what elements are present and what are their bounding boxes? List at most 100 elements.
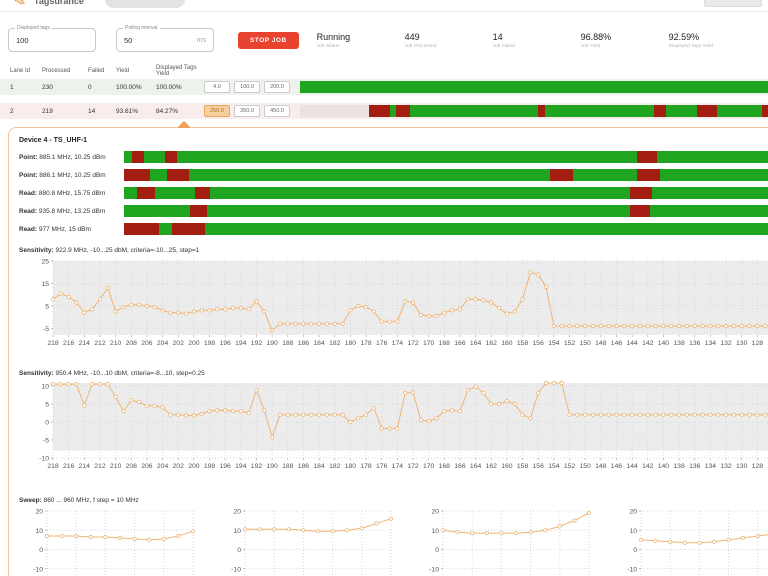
svg-text:-10: -10 xyxy=(33,566,43,573)
bar-segment-pass xyxy=(205,223,768,235)
bar-segment-pass xyxy=(716,105,763,117)
power-button[interactable]: 450.0 xyxy=(264,105,290,117)
svg-text:176: 176 xyxy=(376,463,388,470)
svg-text:146: 146 xyxy=(611,340,623,347)
svg-text:218: 218 xyxy=(47,463,59,470)
svg-text:15: 15 xyxy=(41,281,49,288)
stat-label: Job Processed xyxy=(404,43,437,49)
column-header: Lane Id xyxy=(10,68,31,74)
bar-segment-fail xyxy=(131,151,145,163)
bar-segment-pass xyxy=(651,187,768,199)
svg-text:194: 194 xyxy=(235,463,247,470)
svg-text:186: 186 xyxy=(298,463,310,470)
svg-text:180: 180 xyxy=(345,463,357,470)
bar-segment-fail xyxy=(166,169,190,181)
bar-segment-pass xyxy=(177,151,637,163)
svg-text:132: 132 xyxy=(720,340,732,347)
bar-segment-fail xyxy=(636,169,660,181)
bar-segment-fail xyxy=(124,223,160,235)
lanes-table-header: Lane Id Processed Failed Yield Displayed Tag… xyxy=(0,65,768,77)
svg-text:138: 138 xyxy=(673,463,685,470)
sweep-1-chart: 86088090092094096020100-10-20 xyxy=(33,509,196,576)
processed-cell: 219 xyxy=(42,107,53,115)
svg-text:178: 178 xyxy=(360,463,372,470)
svg-text:210: 210 xyxy=(110,463,122,470)
stop-job-button[interactable]: STOP JOB xyxy=(238,31,299,49)
svg-text:206: 206 xyxy=(141,463,153,470)
column-header: Displayed Tags Yield xyxy=(156,65,197,77)
lane-row[interactable]: 2 219 14 93.61% 84.27% 250.0 350.0 450.0 xyxy=(0,103,768,119)
svg-text:154: 154 xyxy=(548,463,560,470)
svg-text:214: 214 xyxy=(79,463,91,470)
bar-segment-fail xyxy=(653,105,666,117)
svg-text:154: 154 xyxy=(548,340,560,347)
svg-text:10: 10 xyxy=(41,383,49,390)
svg-text:212: 212 xyxy=(94,340,106,347)
bar-segment-fail xyxy=(195,187,211,199)
svg-text:146: 146 xyxy=(611,463,623,470)
sweep-4-chart: 86088090092094096020100-10-20 xyxy=(627,509,768,576)
displayed-tags-input[interactable] xyxy=(16,35,88,45)
svg-text:206: 206 xyxy=(141,340,153,347)
svg-text:188: 188 xyxy=(282,340,294,347)
failed-cell: 14 xyxy=(88,107,96,115)
svg-text:176: 176 xyxy=(376,340,388,347)
bar-segment-pass xyxy=(649,205,768,217)
svg-text:-5: -5 xyxy=(43,326,49,333)
svg-text:162: 162 xyxy=(486,463,498,470)
stat-value: Running xyxy=(316,31,351,42)
svg-text:174: 174 xyxy=(392,340,404,347)
svg-text:0: 0 xyxy=(39,547,43,554)
sweep-chart-box: 86088090092094096020100-10-20 xyxy=(419,508,592,576)
svg-text:174: 174 xyxy=(392,463,404,470)
job-stat: 14 Job Failed xyxy=(493,32,581,49)
stat-value: 96.88% xyxy=(580,31,612,42)
polling-interval-input[interactable] xyxy=(124,35,197,45)
svg-text:182: 182 xyxy=(329,463,341,470)
bar-segment-fail xyxy=(137,187,155,199)
displayed-tags-field[interactable]: Displayed tags xyxy=(8,25,96,52)
app-logo-icon: ✎ xyxy=(11,0,28,11)
device-test-row: Read: 977 MHz, 15 dBm xyxy=(19,223,768,235)
bar-segment-pass xyxy=(545,105,654,117)
topbar-pill-button[interactable] xyxy=(105,0,185,8)
popover-caret-icon xyxy=(177,121,191,128)
svg-text:182: 182 xyxy=(329,340,341,347)
svg-text:166: 166 xyxy=(454,340,466,347)
svg-text:10: 10 xyxy=(629,528,637,535)
displayed-tags-label: Displayed tags xyxy=(15,25,52,31)
svg-text:140: 140 xyxy=(658,340,670,347)
topbar-right-button[interactable] xyxy=(704,0,762,7)
svg-text:190: 190 xyxy=(266,463,278,470)
lane-id-cell: 1 xyxy=(10,83,14,91)
svg-text:130: 130 xyxy=(736,340,748,347)
polling-interval-field[interactable]: Polling interval ms xyxy=(116,25,214,52)
stat-value: 449 xyxy=(404,31,420,42)
svg-text:136: 136 xyxy=(689,463,701,470)
brand-title: Tagsurance xyxy=(34,0,84,6)
sensitivity-chart-1-box: 218 216 214 212 210 208 206 204 202 200 198 196 194 1… xyxy=(23,257,768,352)
power-button[interactable]: 250.0 xyxy=(204,105,230,117)
job-controls: Displayed tags Polling interval ms STOP … xyxy=(0,25,768,53)
top-app-bar: ✎ Tagsurance xyxy=(0,0,768,12)
power-button[interactable]: 4.0 xyxy=(204,81,230,93)
device-title: Device 4 - TS_UHF-1 xyxy=(19,137,88,144)
power-button[interactable]: 100.0 xyxy=(234,81,260,93)
svg-text:192: 192 xyxy=(251,340,263,347)
sweep-charts-row: 86088090092094096020100-10-20 86088090092… xyxy=(19,508,768,576)
power-button[interactable]: 200.0 xyxy=(264,81,290,93)
svg-text:198: 198 xyxy=(204,340,216,347)
device-test-bar xyxy=(124,169,768,181)
lane-row[interactable]: 1 230 0 100.00% 100.00% 4.0 100.0 200.0 xyxy=(0,79,768,95)
yield-cell: 93.61% xyxy=(116,107,139,115)
bar-segment-fail xyxy=(629,187,652,199)
svg-text:188: 188 xyxy=(282,463,294,470)
power-button[interactable]: 350.0 xyxy=(234,105,260,117)
sweep-chart-box: 86088090092094096020100-10-20 xyxy=(23,508,196,576)
svg-text:-5: -5 xyxy=(43,437,49,444)
svg-text:0: 0 xyxy=(435,547,439,554)
svg-text:142: 142 xyxy=(642,340,654,347)
job-stats: Running Job Status 449 Job Processed 14 … xyxy=(317,32,757,49)
device-test-label: Read: 880.8 MHz, 15.75 dBm xyxy=(19,189,106,197)
svg-text:152: 152 xyxy=(564,463,576,470)
